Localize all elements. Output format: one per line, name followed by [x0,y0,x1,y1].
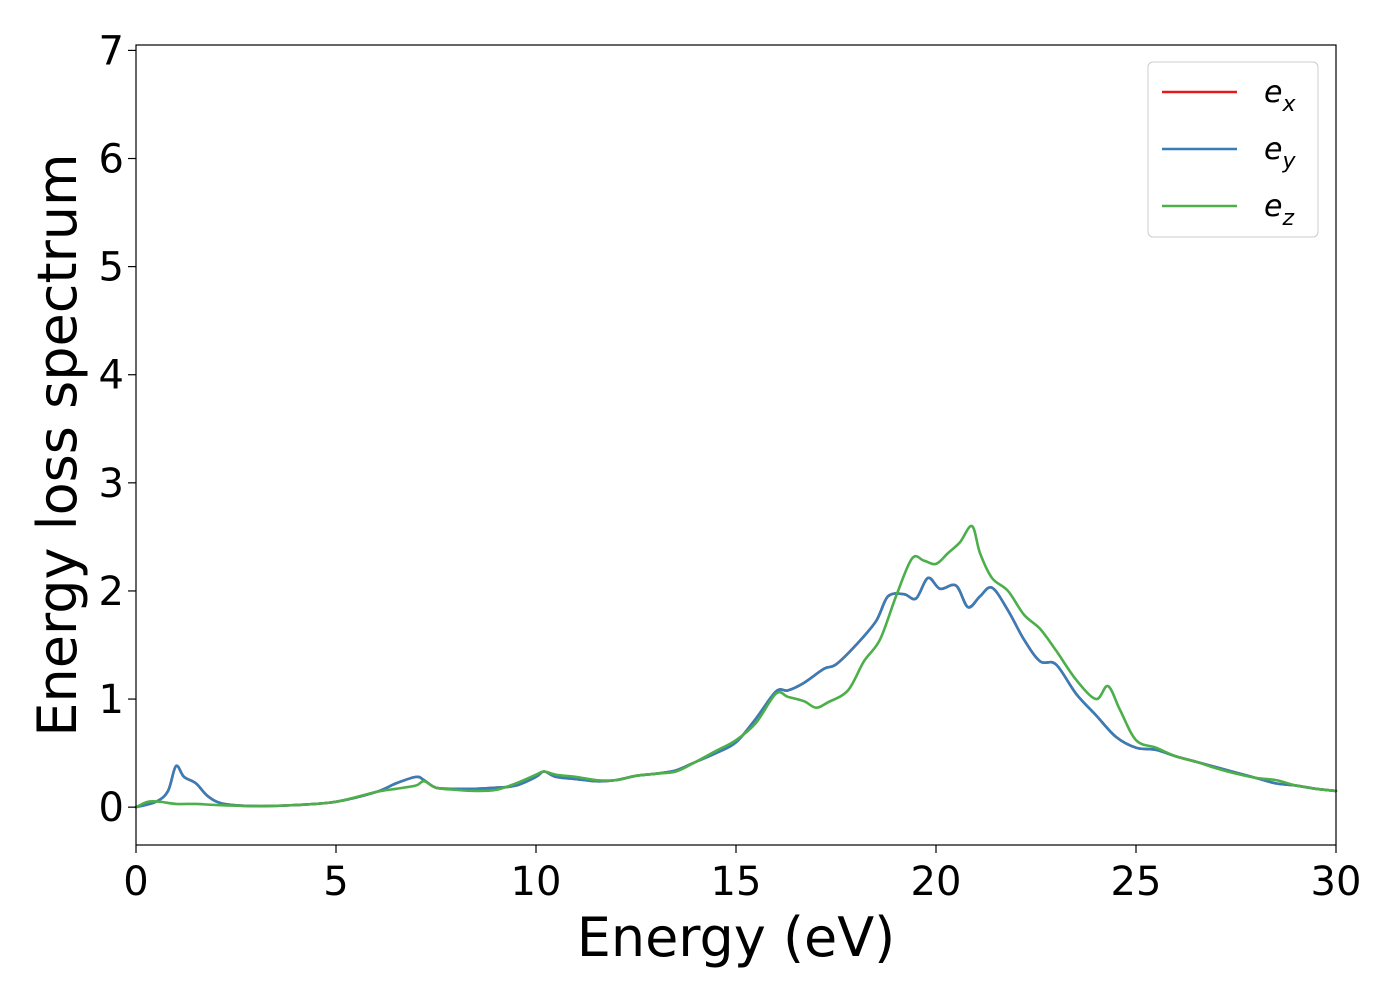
x-tick-label: 30 [1311,859,1362,905]
series-line-z [134,524,1338,809]
y-tick-label: 3 [99,461,124,507]
y-tick-label: 0 [99,785,124,831]
plot-frame [135,44,1337,846]
y-axis-label: Energy loss spectrum [26,153,89,736]
x-tick-label: 10 [511,859,562,905]
legend-label-x: ex [1264,75,1296,117]
x-tick-label: 15 [711,859,762,905]
y-tick-label: 5 [99,245,124,291]
y-tick-label: 6 [99,137,124,183]
x-tick-label: 0 [123,859,148,905]
x-axis-label: Energy (eV) [577,906,896,969]
y-tick-label: 1 [99,677,124,723]
plot-area [136,45,1336,845]
y-tick-label: 2 [99,569,124,615]
y-tick-label: 4 [99,353,124,399]
legend: ex ey ez [1147,61,1319,238]
y-tick-label: 7 [99,28,124,74]
legend-label-y: ey [1264,132,1296,174]
x-tick-label: 25 [1111,859,1162,905]
x-tick-label: 20 [911,859,962,905]
x-tick-label: 5 [323,859,348,905]
legend-label-z: ez [1264,189,1294,231]
